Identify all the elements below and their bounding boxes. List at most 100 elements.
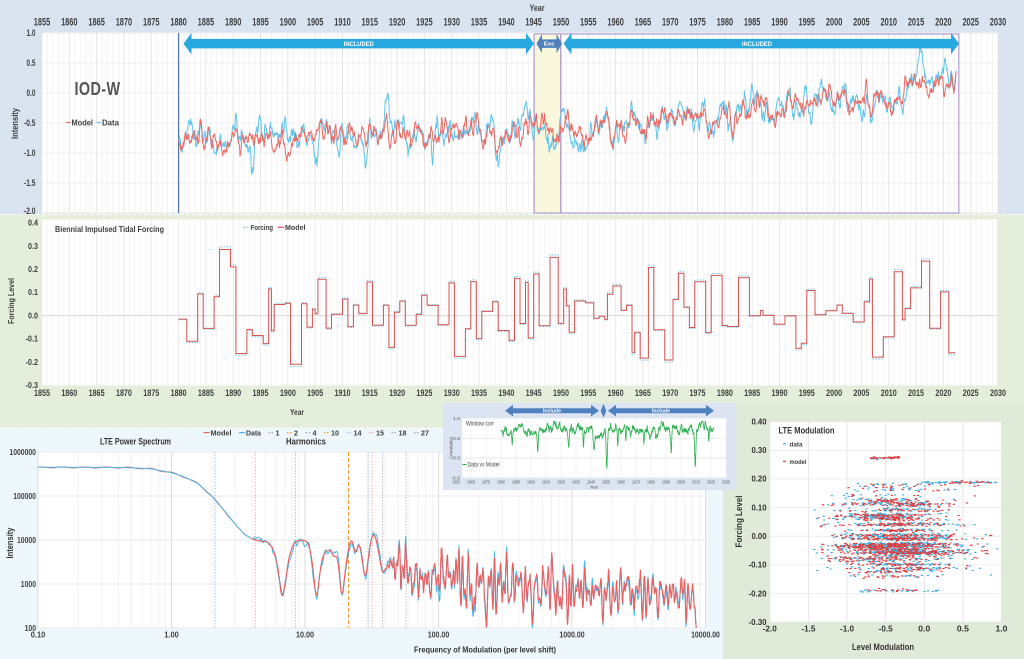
svg-text:LTE Power Spectrum: LTE Power Spectrum [100,437,171,447]
svg-text:1985: 1985 [744,388,761,399]
svg-text:1905: 1905 [307,17,324,29]
svg-text:2010: 2010 [692,480,700,485]
svg-text:1990: 1990 [771,17,788,29]
svg-text:Model: Model [72,118,94,128]
svg-text:14: 14 [354,428,363,437]
svg-text:0.0: 0.0 [27,88,36,99]
svg-text:1995: 1995 [799,17,816,29]
svg-text:Biennial Impulsed Tidal Forcin: Biennial Impulsed Tidal Forcing [55,224,164,234]
svg-text:Frequency of Modulation (per l: Frequency of Modulation (per level shift… [414,645,556,655]
svg-text:0.1: 0.1 [28,287,38,297]
svg-text:1.0: 1.0 [453,416,461,421]
svg-text:10000.00: 10000.00 [691,631,720,640]
svg-text:1960: 1960 [607,17,624,29]
svg-text:data: data [790,441,803,448]
svg-text:1950: 1950 [553,17,570,29]
svg-text:0.5: 0.5 [957,625,970,634]
svg-text:Year: Year [290,408,304,417]
svg-text:1900: 1900 [280,17,297,29]
svg-text:0.00: 0.00 [752,532,768,541]
svg-text:-1.0: -1.0 [840,625,855,634]
svg-text:1930: 1930 [444,388,460,399]
svg-text:1975: 1975 [689,17,706,29]
svg-text:2015: 2015 [908,17,925,29]
svg-text:-0.5: -0.5 [879,625,894,634]
svg-text:1950: 1950 [553,388,569,399]
svg-text:1870: 1870 [116,17,133,29]
svg-text:1860: 1860 [61,388,77,399]
svg-text:1000000: 1000000 [9,448,36,457]
svg-text:Harmonics: Harmonics [286,437,326,447]
svg-text:IOD-W: IOD-W [75,79,121,99]
svg-text:1855: 1855 [34,17,51,29]
svg-text:Exc: Exc [544,42,555,48]
svg-text:1900: 1900 [280,388,296,399]
svg-text:-1.5: -1.5 [24,178,36,189]
svg-text:1910: 1910 [334,388,350,399]
svg-text:-0.3: -0.3 [26,380,39,390]
svg-text:Forcing: Forcing [251,223,274,232]
svg-text:-0.5: -0.5 [24,118,36,129]
svg-text:1885: 1885 [198,388,215,399]
svg-text:10.00: 10.00 [296,631,314,640]
svg-text:1920: 1920 [389,17,406,29]
svg-text:1955: 1955 [580,388,597,399]
svg-text:2000: 2000 [677,480,685,485]
svg-text:1940: 1940 [587,480,595,485]
svg-text:Include: Include [543,409,561,415]
svg-text:1945: 1945 [525,17,542,29]
svg-text:1900: 1900 [527,480,535,485]
svg-text:-2.0: -2.0 [24,206,36,217]
svg-text:-0.5: -0.5 [451,475,461,480]
svg-text:1895: 1895 [253,388,270,399]
svg-text:0.30: 0.30 [752,446,768,455]
svg-text:0.10: 0.10 [31,631,46,640]
svg-text:1995: 1995 [799,388,816,399]
svg-text:Data: Data [246,428,262,437]
svg-text:2010: 2010 [880,17,897,29]
svg-text:1: 1 [276,428,280,437]
svg-text:0.0: 0.0 [28,310,38,320]
svg-text:2005: 2005 [853,17,870,29]
svg-text:LTE Modulation: LTE Modulation [779,426,835,437]
svg-text:1940: 1940 [498,17,515,29]
svg-text:1000: 1000 [21,580,37,589]
svg-text:100000: 100000 [13,492,36,501]
svg-text:1890: 1890 [225,388,241,399]
svg-text:1875: 1875 [143,17,160,29]
svg-text:2025: 2025 [962,17,979,29]
svg-text:1965: 1965 [635,388,652,399]
svg-text:0.0: 0.0 [918,625,931,634]
svg-text:Intensity: Intensity [5,527,16,559]
svg-text:2005: 2005 [853,388,870,399]
svg-text:1930: 1930 [572,480,580,485]
svg-text:-2.0: -2.0 [763,625,778,634]
svg-text:1940: 1940 [498,388,514,399]
svg-text:Model: Model [285,223,306,232]
svg-text:1860: 1860 [61,17,78,29]
svg-text:1955: 1955 [580,17,597,29]
svg-text:Data: Data [102,118,119,128]
svg-text:1910: 1910 [334,17,351,29]
svg-text:1950: 1950 [602,480,610,485]
svg-text:1990: 1990 [771,388,787,399]
svg-text:0.4: 0.4 [28,218,38,228]
svg-text:Year: Year [590,485,598,490]
svg-text:1915: 1915 [362,388,379,399]
svg-text:0.0: 0.0 [453,456,461,461]
svg-text:-0.20: -0.20 [749,589,768,598]
svg-text:2015: 2015 [908,388,925,399]
svg-text:2000: 2000 [826,17,843,29]
svg-text:1880: 1880 [497,480,505,485]
svg-text:1935: 1935 [471,388,488,399]
svg-text:1980: 1980 [647,480,655,485]
svg-text:0.3: 0.3 [28,241,38,251]
svg-text:Forcing Level: Forcing Level [734,496,744,548]
svg-text:1.0: 1.0 [27,28,36,39]
svg-text:1905: 1905 [307,388,324,399]
svg-text:4: 4 [313,428,318,437]
svg-text:1930: 1930 [443,17,460,29]
svg-text:Include: Include [652,409,670,415]
svg-text:2: 2 [294,428,298,437]
svg-text:10: 10 [331,428,339,437]
